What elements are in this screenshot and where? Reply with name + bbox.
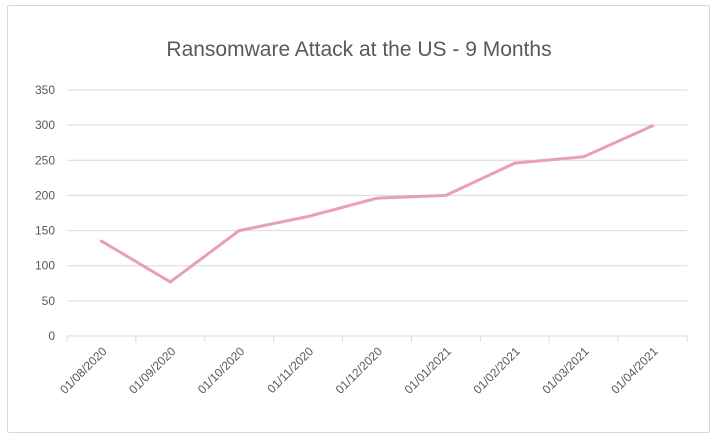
data-point [306, 215, 310, 219]
x-tick-label: 01/03/2021 [539, 344, 592, 397]
y-tick-label: 0 [48, 329, 55, 343]
data-point [99, 239, 103, 243]
x-tick-label: 01/02/2021 [471, 344, 524, 397]
data-point [651, 124, 655, 128]
y-tick-label: 300 [35, 118, 55, 132]
line-chart: Ransomware Attack at the US - 9 Months 0… [35, 38, 688, 397]
y-tick-label: 50 [42, 294, 56, 308]
data-point [444, 193, 448, 197]
x-axis: 01/08/2020 01/09/2020 01/10/2020 01/11/2020… [57, 335, 688, 397]
x-tick-label: 01/10/2020 [195, 344, 248, 397]
x-tick-label: 01/11/2020 [264, 344, 316, 396]
chart-frame: Ransomware Attack at the US - 9 Months 0… [7, 5, 710, 433]
chart-title: Ransomware Attack at the US - 9 Months [166, 38, 551, 61]
y-tick-label: 150 [35, 224, 55, 238]
x-tick-label: 01/09/2020 [126, 344, 179, 397]
series [99, 124, 655, 284]
x-tick-label: 01/04/2021 [608, 344, 661, 397]
x-tick-label: 01/12/2020 [333, 344, 386, 397]
y-tick-label: 200 [35, 188, 55, 202]
y-axis: 0 50 100 150 200 250 300 350 [35, 83, 55, 343]
x-tick-label: 01/08/2020 [57, 344, 110, 397]
data-point [513, 161, 517, 165]
data-point [375, 196, 379, 200]
x-tick-label: 01/01/2021 [402, 344, 455, 397]
data-point [168, 280, 172, 284]
y-tick-label: 100 [35, 259, 55, 273]
gridlines [67, 89, 687, 302]
series-line [99, 124, 655, 284]
y-tick-label: 250 [35, 153, 55, 167]
data-point [237, 229, 241, 233]
y-tick-label: 350 [35, 83, 55, 97]
data-point [582, 155, 586, 159]
